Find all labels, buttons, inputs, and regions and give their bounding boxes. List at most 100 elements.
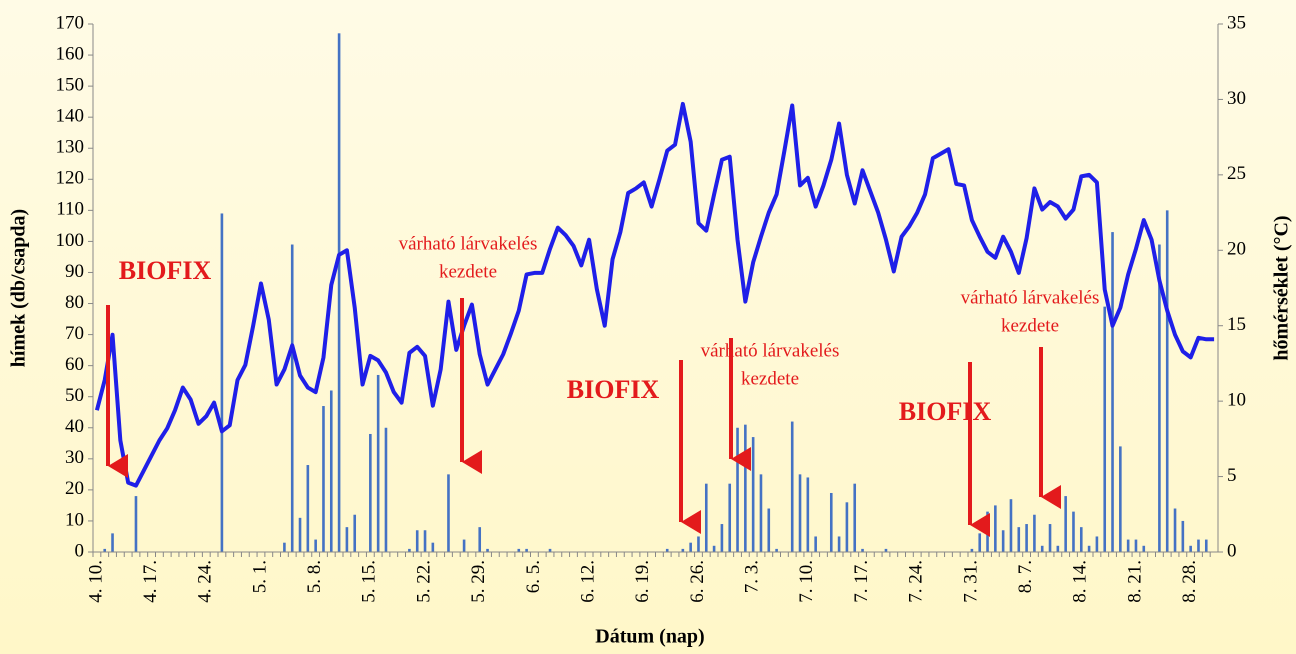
bar	[103, 548, 107, 552]
x-tick-label: 7. 24.	[906, 560, 927, 603]
bar	[415, 530, 419, 552]
y-tick-label: 110	[56, 199, 84, 220]
bar	[220, 213, 224, 553]
bar	[283, 542, 286, 552]
bar	[697, 536, 700, 552]
bar	[462, 539, 466, 552]
bar	[525, 548, 528, 552]
bar	[712, 545, 716, 552]
bar	[853, 483, 857, 552]
bar	[798, 474, 802, 552]
bar	[1033, 514, 1036, 552]
y-axis-label: hímek (db/csapda)	[8, 209, 30, 367]
bar	[829, 492, 833, 552]
bar	[744, 424, 747, 552]
y-tick-label: 50	[65, 385, 84, 406]
y2-tick-label: 30	[1227, 88, 1246, 109]
y2-tick-label: 25	[1227, 163, 1246, 184]
bar	[1111, 232, 1114, 552]
y2-tick-label: 0	[1227, 540, 1237, 561]
arrows	[106, 298, 1061, 537]
bar	[298, 517, 302, 552]
y-tick-label: 0	[75, 540, 85, 561]
annotation: kezdete	[439, 261, 497, 282]
bar	[775, 548, 778, 552]
bar	[1009, 499, 1013, 552]
bar	[1204, 539, 1208, 552]
bar	[369, 433, 372, 552]
annotation: BIOFIX	[899, 397, 992, 426]
bar	[837, 536, 841, 552]
x-tick-label: 4. 17.	[140, 560, 161, 603]
bar	[1079, 527, 1083, 552]
y-tick-label: 130	[56, 137, 85, 158]
bar	[1087, 545, 1091, 552]
bar	[1095, 536, 1099, 552]
y-tick-label: 160	[56, 43, 85, 64]
y-tick-label: 30	[65, 447, 84, 468]
bar	[1119, 446, 1122, 552]
x-tick-label: 8. 7.	[1015, 560, 1036, 593]
bar	[845, 502, 849, 552]
x-tick-label: 8. 14.	[1070, 560, 1091, 603]
y2-tick-label: 20	[1227, 239, 1246, 260]
bar	[720, 524, 724, 552]
line	[94, 101, 1215, 488]
bar	[1158, 244, 1161, 553]
bar	[790, 421, 794, 552]
x-tick-label: 4. 24.	[195, 560, 216, 603]
bar	[681, 548, 685, 552]
x-tick-label: 7. 10.	[796, 560, 817, 603]
x-tick-label: 7. 17.	[851, 560, 872, 603]
bar	[548, 548, 552, 552]
bar	[806, 477, 810, 552]
annotation: kezdete	[741, 368, 799, 389]
bar	[1126, 539, 1130, 552]
y-tick-label: 80	[65, 292, 84, 313]
bar	[431, 542, 435, 552]
bar	[478, 527, 482, 552]
bar	[111, 533, 114, 552]
bar	[1134, 539, 1138, 552]
y-tick-label: 60	[65, 354, 84, 375]
bar	[994, 505, 997, 552]
bar	[314, 539, 317, 552]
bar	[1040, 545, 1044, 552]
y2-tick-label: 10	[1227, 390, 1246, 411]
bar	[736, 427, 739, 552]
y-tick-label: 20	[65, 478, 84, 499]
bar	[1173, 508, 1177, 552]
y-tick-label: 150	[56, 74, 85, 95]
annotation: BIOFIX	[567, 375, 660, 404]
plot-area	[94, 33, 1215, 553]
y2-axis-label: hőmérséklet (°C)	[1271, 215, 1293, 360]
x-tick-label: 5. 8.	[304, 560, 325, 593]
y2-tick-label: 5	[1227, 465, 1237, 486]
x-tick-label: 6. 26.	[687, 560, 708, 603]
bar	[486, 548, 489, 552]
x-tick-label: 6. 12.	[577, 560, 598, 603]
x-axis-label: Dátum (nap)	[595, 626, 704, 648]
bar	[290, 244, 294, 553]
bar	[447, 474, 450, 552]
bar	[970, 548, 974, 552]
bar	[353, 514, 357, 552]
y-tick-label: 70	[65, 323, 84, 344]
annotation: várható lárvakelés	[399, 233, 538, 254]
x-tick-label: 6. 5.	[523, 560, 544, 593]
annotation: kezdete	[1001, 315, 1059, 336]
bar	[1025, 524, 1028, 552]
bar	[814, 536, 817, 552]
bar	[978, 533, 982, 552]
x-tick-label: 6. 19.	[632, 560, 653, 603]
bar	[376, 374, 380, 552]
bar	[751, 437, 755, 552]
bar	[759, 474, 763, 552]
bar	[1142, 545, 1146, 552]
bar	[517, 548, 521, 552]
bar	[767, 508, 771, 552]
annotation: várható lárvakelés	[701, 340, 840, 361]
bar	[337, 33, 341, 553]
y-tick-label: 170	[56, 12, 85, 33]
